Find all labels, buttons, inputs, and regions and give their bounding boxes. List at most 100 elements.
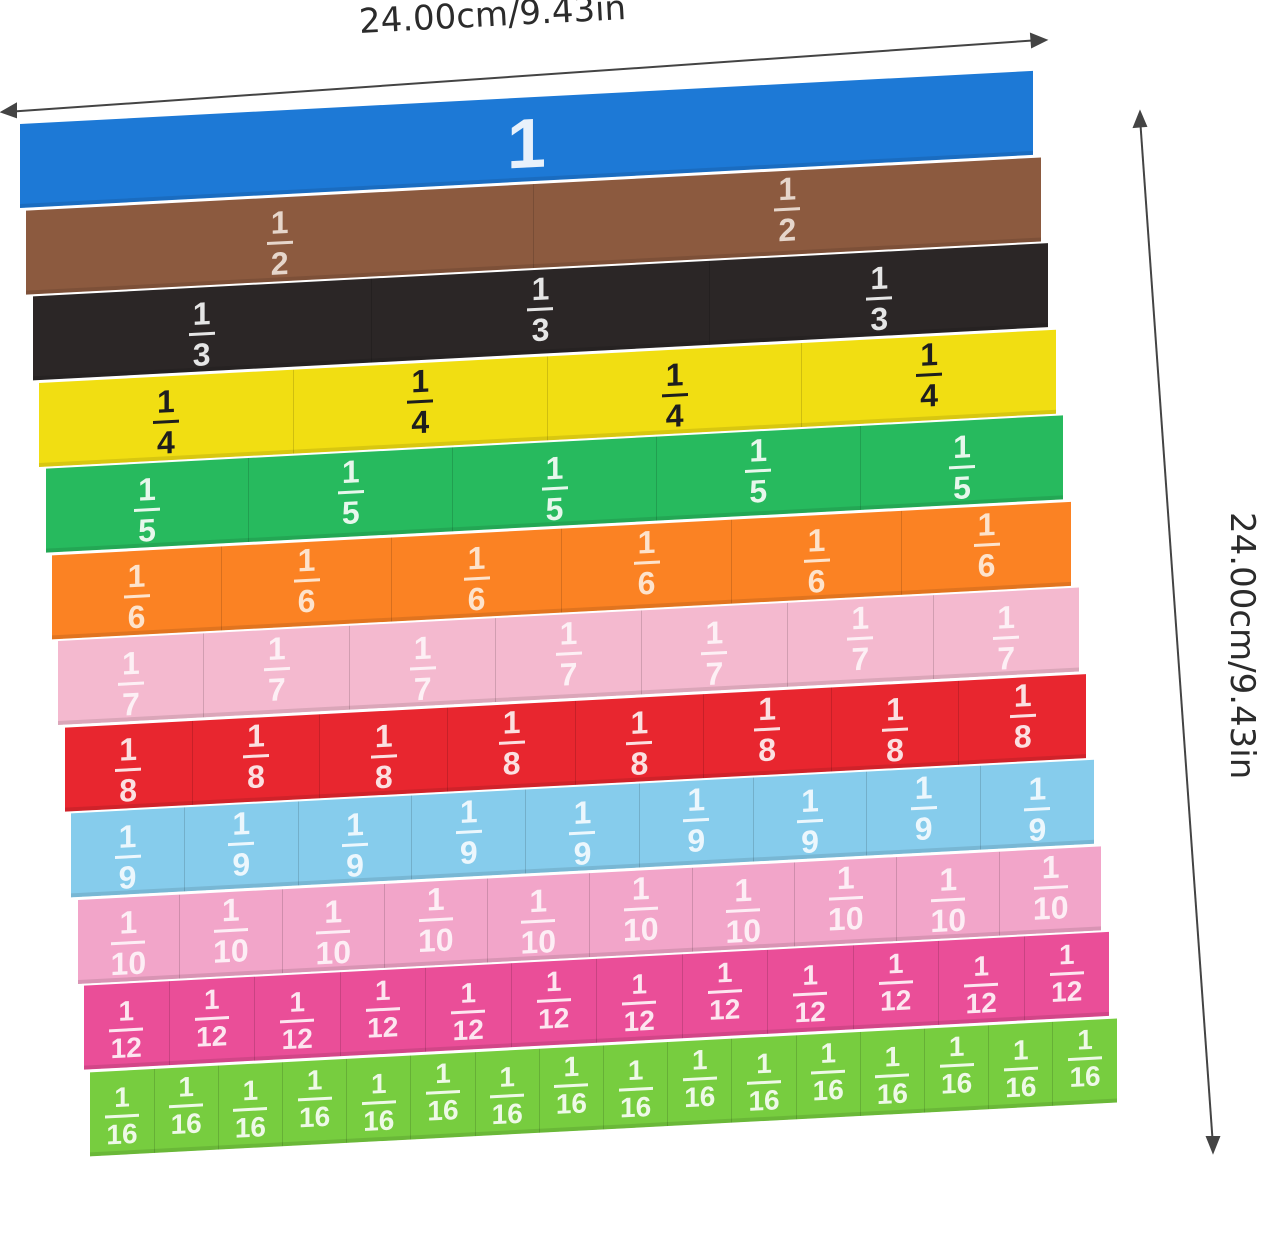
fraction-denominator: 7: [121, 685, 140, 723]
fraction-numerator: 1: [734, 871, 753, 909]
fraction-denominator: 16: [876, 1077, 908, 1111]
fraction-numerator: 1: [953, 427, 971, 465]
fraction-denominator: 8: [119, 771, 138, 809]
fraction-numerator: 1: [118, 994, 135, 1027]
fraction-denominator: 6: [127, 598, 146, 636]
fraction-denominator: 7: [705, 654, 724, 692]
fraction-numerator: 1: [346, 805, 364, 843]
fraction-numerator: 1: [573, 793, 592, 831]
fraction-denominator: 10: [725, 912, 762, 951]
fraction-numerator: 1: [637, 523, 656, 561]
fraction-denominator: 16: [491, 1097, 523, 1131]
fraction-denominator: 10: [315, 933, 352, 972]
fraction-denominator: 9: [118, 858, 137, 896]
fraction-numerator: 1: [374, 717, 393, 755]
fraction-denominator: 6: [977, 546, 996, 584]
fraction-bar: [541, 485, 568, 491]
fraction-denominator: 9: [573, 834, 592, 872]
fraction-numerator: 1: [886, 690, 904, 728]
fraction-label-whole: 1: [507, 103, 546, 184]
fraction-numerator: 1: [801, 781, 819, 819]
fraction-denominator: 8: [247, 758, 265, 796]
fraction-denominator: 3: [531, 310, 550, 348]
fraction-numerator: 1: [242, 1074, 259, 1107]
width-dimension-label: 24.00cm/9.43in: [358, 0, 628, 42]
fraction-numerator: 1: [559, 614, 578, 652]
fraction-numerator: 1: [156, 382, 175, 420]
fraction-bar: [409, 665, 436, 671]
fraction-numerator: 1: [247, 717, 265, 755]
fraction-numerator: 1: [435, 1057, 451, 1090]
fraction-denominator: 16: [363, 1104, 395, 1138]
fraction-numerator: 1: [270, 203, 289, 241]
fraction-bar: [993, 635, 1020, 640]
fraction-numerator: 1: [1013, 1034, 1029, 1066]
fraction-denominator: 10: [827, 899, 864, 938]
fraction-denominator: 4: [156, 423, 175, 461]
fraction-piece: 1 16: [90, 1068, 155, 1156]
fraction-piece: 1 12: [169, 976, 255, 1066]
fraction-numerator: 1: [467, 539, 486, 577]
fraction-numerator: 1: [502, 703, 521, 741]
fraction-denominator: 10: [110, 944, 147, 983]
fraction-denominator: 3: [192, 335, 211, 373]
fraction-numerator: 1: [627, 1054, 644, 1087]
fraction-numerator: 1: [630, 704, 649, 742]
fraction-numerator: 1: [716, 956, 733, 988]
fraction-denominator: 6: [807, 562, 826, 600]
fraction-denominator: 12: [281, 1022, 313, 1055]
fraction-denominator: 12: [794, 995, 826, 1028]
fraction-piece: 1 16: [475, 1048, 540, 1136]
fraction-piece: 1 10: [282, 883, 386, 973]
fraction-piece: 1 12: [255, 972, 341, 1061]
fraction-piece: 1 10: [385, 877, 488, 968]
fraction-denominator: 10: [213, 932, 249, 970]
fraction-denominator: 16: [748, 1084, 780, 1117]
fraction-bar: [866, 295, 893, 301]
fraction-numerator: 1: [920, 335, 938, 373]
fraction-numerator: 1: [459, 792, 478, 830]
fraction-numerator: 1: [631, 870, 650, 907]
fraction-piece: 1 12: [511, 958, 597, 1048]
fraction-bar: [527, 306, 554, 311]
fraction-numerator: 1: [870, 259, 889, 296]
fraction-piece: 1 16: [989, 1021, 1054, 1109]
fraction-bar: [228, 841, 255, 846]
fraction-denominator: 16: [620, 1090, 652, 1124]
fraction-denominator: 12: [880, 983, 912, 1017]
fraction-numerator: 1: [341, 452, 360, 490]
fraction-denominator: 16: [1069, 1060, 1101, 1094]
fraction-numerator: 1: [807, 521, 826, 559]
fraction-numerator: 1: [665, 356, 684, 394]
fraction-denominator: 7: [851, 639, 870, 677]
fraction-denominator: 12: [1051, 974, 1083, 1008]
fraction-numerator: 1: [884, 1040, 901, 1073]
width-arrow-head-right: [1029, 32, 1049, 49]
fraction-denominator: 5: [545, 490, 564, 527]
height-arrow-line: [1139, 117, 1214, 1147]
fraction-numerator: 1: [413, 628, 432, 666]
fraction-numerator: 1: [324, 893, 343, 931]
fraction-bar: [455, 829, 482, 834]
fraction-bar: [133, 507, 160, 512]
fraction-numerator: 1: [749, 431, 768, 469]
fraction-piece: 1 12: [939, 936, 1025, 1025]
fraction-denominator: 5: [749, 472, 768, 510]
fraction-piece: 1 16: [218, 1061, 283, 1150]
fraction-denominator: 16: [941, 1067, 973, 1100]
